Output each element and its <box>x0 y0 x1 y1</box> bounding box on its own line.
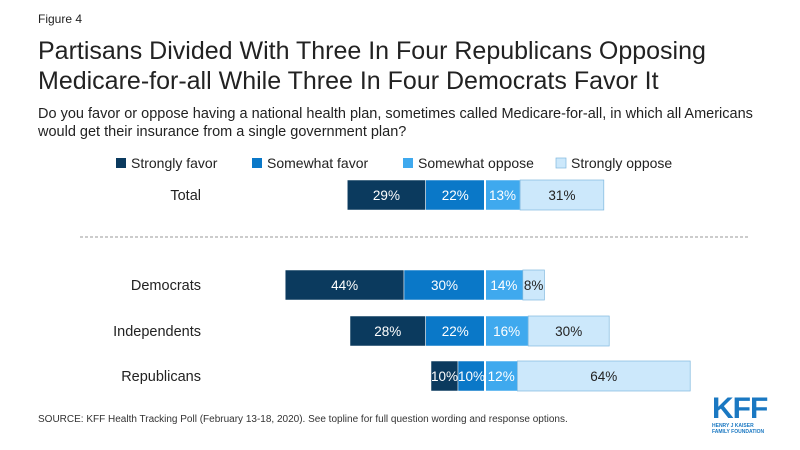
logo-line-2: FAMILY FOUNDATION <box>712 429 765 435</box>
logo-line-1: HENRY J KAISER <box>712 423 754 429</box>
bar-democrats-somewhat-oppose-label: 14% <box>490 278 517 293</box>
bar-total-strongly-favor-label: 29% <box>373 188 400 203</box>
legend-label-strongly-oppose: Strongly oppose <box>571 155 672 171</box>
bar-total-somewhat-favor <box>425 179 486 211</box>
bar-independents-somewhat-oppose <box>484 315 529 347</box>
bar-republicans-strongly-favor-label: 10% <box>431 369 458 384</box>
chart-title-line-2: Medicare-for-all While Three In Four Dem… <box>38 67 659 95</box>
bar-total-somewhat-favor-label: 22% <box>442 188 469 203</box>
bar-republicans-somewhat-oppose <box>484 360 518 392</box>
legend-label-strongly-favor: Strongly favor <box>131 155 218 171</box>
bar-republicans-strongly-oppose-label: 64% <box>590 369 617 384</box>
bar-total-somewhat-oppose <box>484 179 521 211</box>
bar-independents-strongly-favor-label: 28% <box>374 324 401 339</box>
bar-republicans-somewhat-favor <box>457 360 486 392</box>
chart-title: Partisans Divided With Three In Four Rep… <box>38 36 778 96</box>
category-label-total: Total <box>170 188 201 204</box>
logo-mark: KFF <box>712 392 768 425</box>
bar-democrats-somewhat-oppose <box>484 269 524 301</box>
bar-independents-somewhat-oppose-label: 16% <box>493 324 520 339</box>
bar-republicans-somewhat-favor-label: 10% <box>458 369 485 384</box>
legend-swatch-somewhat-favor <box>252 158 262 168</box>
bar-independents-somewhat-favor <box>425 315 486 347</box>
bar-total-strongly-oppose <box>519 179 605 211</box>
figure-label: Figure 4 <box>38 12 83 26</box>
chart-subtitle: Do you favor or oppose having a national… <box>38 106 753 140</box>
bar-democrats-somewhat-favor-label: 30% <box>431 278 458 293</box>
bar-total-strongly-oppose-label: 31% <box>548 188 575 203</box>
bar-total-somewhat-oppose-label: 13% <box>489 188 516 203</box>
kff-logo: KFF HENRY J KAISER FAMILY FOUNDATION <box>712 392 772 436</box>
legend-label-somewhat-favor: Somewhat favor <box>267 155 368 171</box>
bar-democrats-strongly-oppose-label: 8% <box>524 278 544 293</box>
bar-republicans-somewhat-oppose-label: 12% <box>488 369 515 384</box>
legend-swatch-strongly-favor <box>116 158 126 168</box>
category-label-democrats: Democrats <box>131 278 201 294</box>
source-note: SOURCE: KFF Health Tracking Poll (Februa… <box>38 414 568 425</box>
legend-label-somewhat-oppose: Somewhat oppose <box>418 155 534 171</box>
category-label-independents: Independents <box>113 324 201 340</box>
bar-independents-somewhat-favor-label: 22% <box>442 324 469 339</box>
bar-independents-strongly-oppose <box>527 315 610 347</box>
category-label-republicans: Republicans <box>121 369 201 385</box>
bar-democrats-strongly-favor-label: 44% <box>331 278 358 293</box>
bar-total-strongly-favor <box>347 179 426 211</box>
bar-democrats-strongly-oppose <box>522 269 545 301</box>
chart-title-line-1: Partisans Divided With Three In Four Rep… <box>38 37 706 65</box>
bar-republicans-strongly-oppose <box>517 360 691 392</box>
legend-swatch-somewhat-oppose <box>403 158 413 168</box>
bar-independents-strongly-oppose-label: 30% <box>555 324 582 339</box>
legend-swatch-strongly-oppose <box>555 157 567 169</box>
